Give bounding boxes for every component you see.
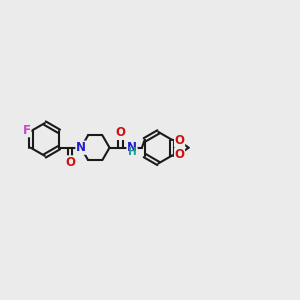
Text: O: O <box>116 127 125 140</box>
Text: N: N <box>127 141 137 154</box>
Text: O: O <box>65 156 75 169</box>
Text: O: O <box>175 148 184 161</box>
Text: F: F <box>23 124 31 137</box>
Text: H: H <box>128 147 136 157</box>
Text: O: O <box>175 134 184 147</box>
Text: N: N <box>76 141 86 154</box>
